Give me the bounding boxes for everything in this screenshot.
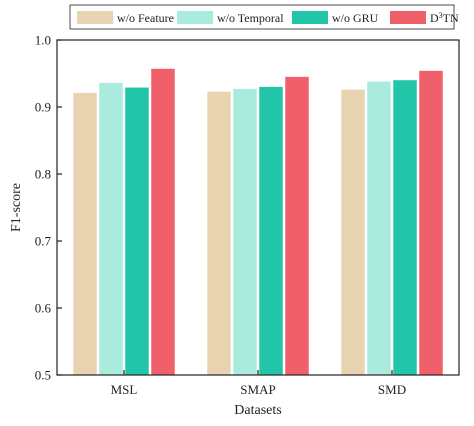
bar-msl-d3tn [151, 68, 175, 375]
bar-msl-w-o-feature [73, 92, 97, 376]
x-tick-label: SMAP [240, 382, 275, 397]
legend-swatch-w-o-temporal [177, 11, 213, 24]
x-axis-label: Datasets [234, 403, 281, 418]
bar-msl-w-o-gru [125, 87, 149, 375]
y-axis: 0.5 0.6 0.7 0.8 0.9 1.0 [35, 33, 62, 383]
bar-smap-d3tn [285, 76, 309, 375]
legend-label-w-o-temporal: w/o Temporal [217, 11, 284, 25]
legend-label-d3tn: D3TN [430, 11, 459, 25]
bars [73, 68, 443, 376]
x-axis: MSL SMAP SMD [111, 370, 406, 397]
bar-smap-w-o-feature [207, 91, 231, 375]
legend-swatch-d3tn [390, 11, 426, 24]
y-tick-label: 0.8 [35, 167, 51, 182]
y-tick-label: 0.5 [35, 368, 51, 383]
bar-msl-w-o-temporal [99, 82, 123, 375]
legend: w/o Feature w/o Temporal w/o GRU D3TN [69, 4, 459, 30]
bar-smap-w-o-temporal [233, 88, 257, 375]
y-tick-label: 1.0 [35, 33, 51, 48]
bar-smd-w-o-temporal [367, 81, 391, 375]
y-axis-label: F1-score [9, 183, 24, 232]
y-tick-label: 0.9 [35, 100, 51, 115]
legend-label-w-o-gru: w/o GRU [332, 11, 379, 25]
legend-swatch-w-o-gru [292, 11, 328, 24]
bar-smd-w-o-feature [341, 89, 365, 375]
legend-label-w-o-feature: w/o Feature [117, 11, 174, 25]
bar-smap-w-o-gru [259, 86, 283, 376]
y-tick-label: 0.7 [35, 234, 52, 249]
y-tick-label: 0.6 [35, 301, 52, 316]
x-tick-label: MSL [111, 382, 138, 397]
x-tick-label: SMD [378, 382, 406, 397]
legend-swatch-w-o-feature [77, 11, 113, 24]
bar-smd-w-o-gru [393, 80, 417, 375]
bar-smd-d3tn [419, 70, 443, 375]
